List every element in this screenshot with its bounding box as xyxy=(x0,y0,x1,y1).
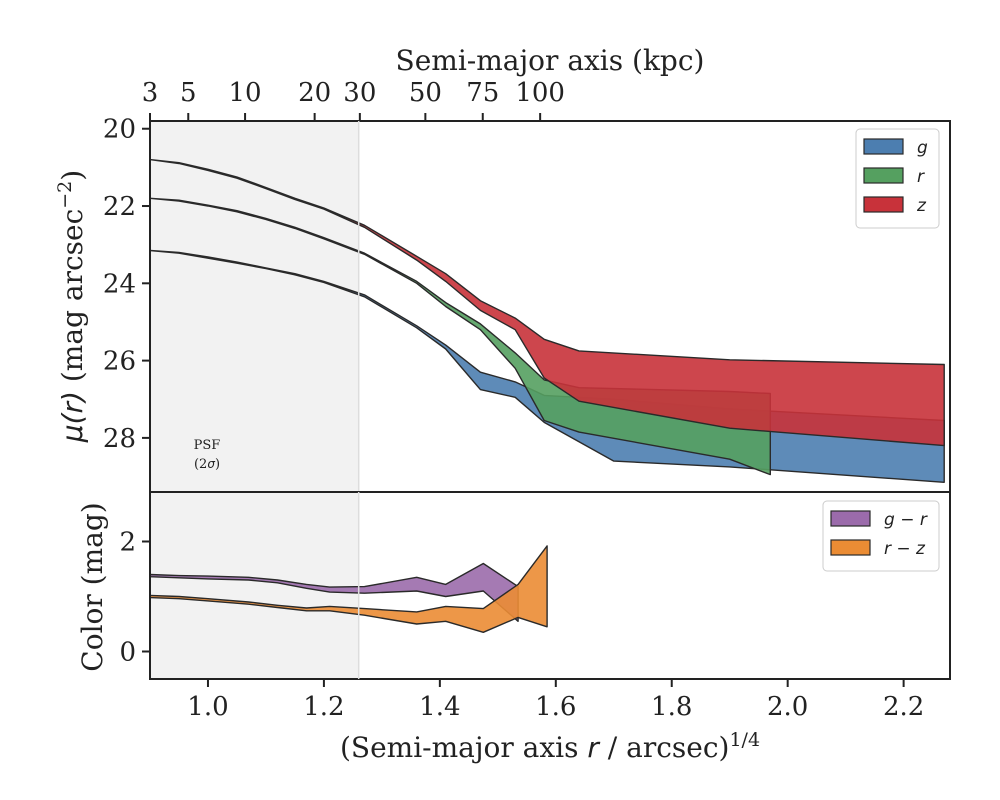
x-tick-label: 2.2 xyxy=(883,692,924,722)
brightness-band-2 xyxy=(149,158,945,447)
y-tick-label: 28 xyxy=(103,424,136,454)
legend-swatch xyxy=(830,510,871,527)
ylabel-exponent: −2 xyxy=(54,181,76,209)
x-tick-label: 2.0 xyxy=(767,692,808,722)
color-axis-label: Color (mag) xyxy=(76,502,109,671)
kpc-tick-label: 5 xyxy=(180,78,197,108)
legend-swatch xyxy=(863,196,904,213)
x-tick-label: 1.2 xyxy=(303,692,344,722)
legend-label: z xyxy=(916,196,927,216)
ylabel-unit: (mag arcsec xyxy=(56,209,89,391)
x-tick-label: 1.8 xyxy=(651,692,692,722)
kpc-tick-label: 75 xyxy=(466,78,499,108)
color-panel: 0 2 1.0 1.2 1.4 1.6 1.8 2.0 2.2 g − r r − z xyxy=(119,491,951,722)
psf-label: PSF xyxy=(194,438,221,453)
y-tick-label: 26 xyxy=(103,347,136,377)
y-tick-label: 20 xyxy=(103,115,136,145)
x-tick-label: 1.6 xyxy=(535,692,576,722)
legend-swatch xyxy=(863,167,904,184)
top-axis-label: Semi-major axis (kpc) xyxy=(396,44,705,77)
y-tick-label: 24 xyxy=(103,269,136,299)
ylabel-close: ) xyxy=(56,170,89,181)
color-legend: g − r r − z xyxy=(822,500,940,572)
semi-major-axis-label: (Semi-major axis r / arcsec)1/4 xyxy=(340,729,760,764)
y-tick-label: 22 xyxy=(103,192,136,222)
legend-swatch xyxy=(830,539,871,556)
bottom-panel-frame xyxy=(149,491,951,680)
legend-label: g xyxy=(917,138,928,158)
psf-shaded-region-lower xyxy=(150,492,359,679)
kpc-tick-label: 100 xyxy=(515,78,565,108)
legend-label: g − r xyxy=(884,510,928,530)
x-tick-label: 1.4 xyxy=(419,692,460,722)
kpc-tick-label: 20 xyxy=(298,78,331,108)
color-band-0 xyxy=(149,562,519,622)
legend-label: r − z xyxy=(884,539,926,559)
kpc-tick-label: 30 xyxy=(343,78,376,108)
legend-label: r xyxy=(917,167,925,187)
color-band-1 xyxy=(149,545,548,633)
kpc-tick-label: 10 xyxy=(229,78,262,108)
kpc-tick-label: 3 xyxy=(142,78,159,108)
kpc-tick-label: 50 xyxy=(409,78,442,108)
legend-swatch xyxy=(863,138,904,155)
psf-sigma-label: (2σ) xyxy=(194,457,220,472)
x-tick-label: 1.0 xyxy=(187,692,228,722)
psf-shaded-region xyxy=(150,121,359,492)
surface-brightness-panel: 20 22 24 26 28 3 5 10 20 30 50 75 100 PSF (2σ) grz xyxy=(103,78,951,493)
y-tick-label: 0 xyxy=(119,638,136,668)
surface-brightness-axis-label: μ(r) (mag arcsec−2) xyxy=(54,170,89,443)
band-legend: grz xyxy=(855,128,940,229)
y-tick-label: 2 xyxy=(119,528,136,558)
mu-symbol: μ(r) xyxy=(56,391,89,443)
